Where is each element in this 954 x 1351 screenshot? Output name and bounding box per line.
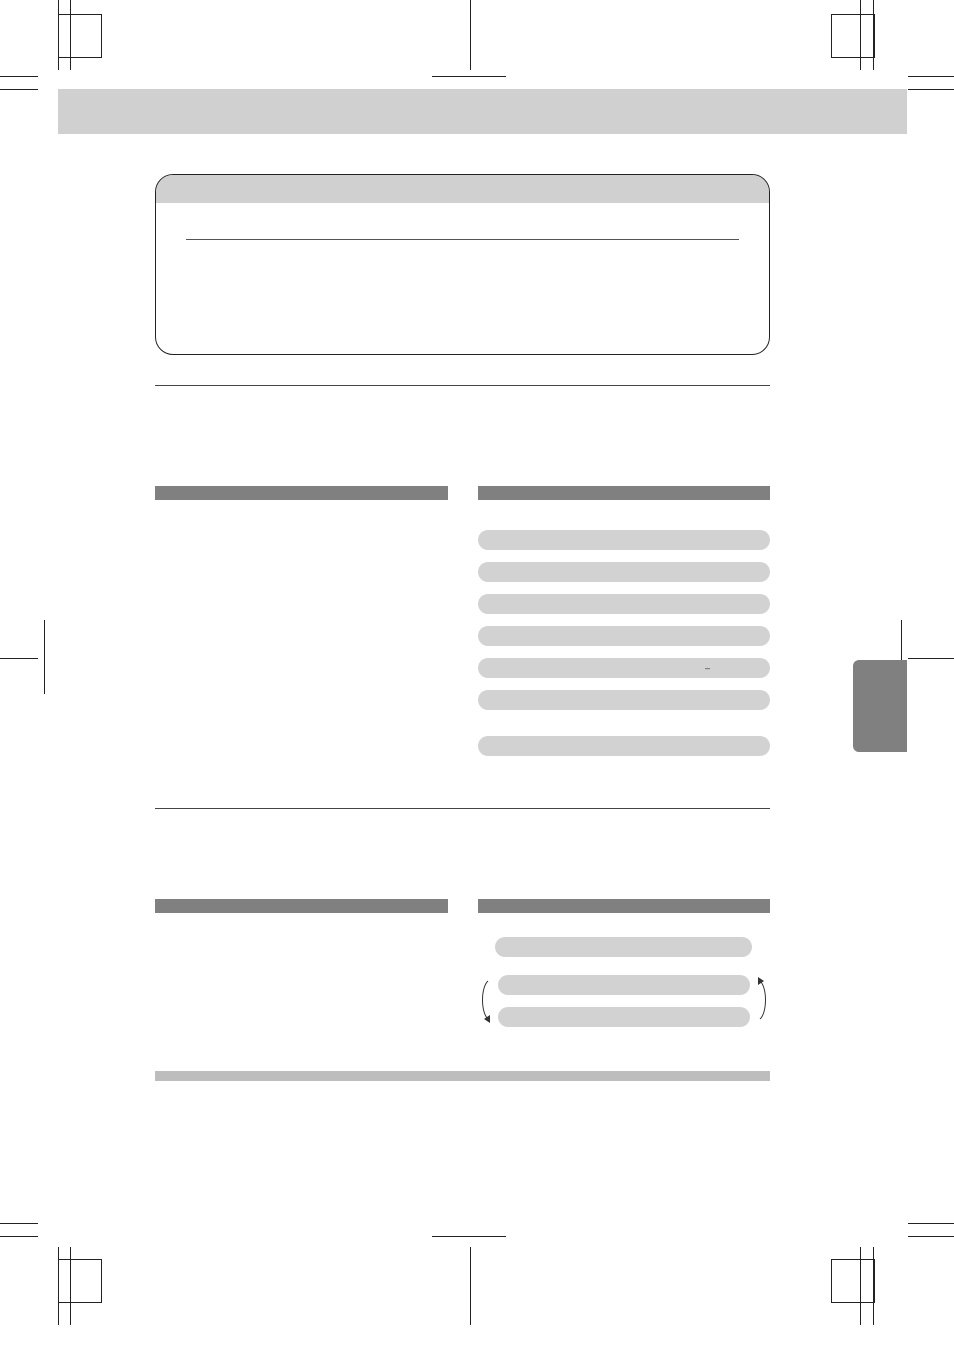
- crop-mark: [0, 658, 38, 659]
- crop-mark: [908, 658, 954, 659]
- section-bar: [155, 486, 448, 500]
- section-thumb-tab: [853, 660, 907, 752]
- crop-mark: [0, 76, 38, 77]
- section-a-right: –: [478, 486, 771, 768]
- crop-mark: [44, 620, 45, 694]
- page-header-strip: [58, 89, 907, 134]
- display-pill: [478, 530, 771, 550]
- section-b-right: [478, 899, 771, 1039]
- crop-mark: [432, 1236, 506, 1237]
- page-content: –: [155, 174, 770, 1081]
- crop-mark: [908, 1223, 954, 1224]
- info-panel: [155, 174, 770, 355]
- crop-mark: [908, 89, 954, 90]
- crop-mark: [0, 1223, 38, 1224]
- display-pill: [478, 736, 771, 756]
- crop-mark: [0, 89, 38, 90]
- crop-mark: [470, 0, 471, 70]
- section-a: –: [155, 486, 770, 768]
- crop-mark: [0, 1236, 38, 1237]
- display-pill: –: [478, 658, 771, 678]
- display-pill: [495, 937, 752, 957]
- display-pill: [498, 1007, 751, 1027]
- crop-mark: [908, 76, 954, 77]
- cycle-arrow-left-icon: [478, 975, 496, 1025]
- crop-mark: [58, 1259, 102, 1303]
- section-b: [155, 899, 770, 1039]
- pill-group-a2: [478, 736, 771, 756]
- crop-mark: [432, 76, 506, 77]
- crop-mark: [908, 1236, 954, 1237]
- section-bottom-bar: [155, 1071, 770, 1081]
- section-bar: [478, 899, 771, 913]
- crop-mark: [58, 14, 102, 58]
- cycle-group: [498, 975, 751, 1027]
- info-panel-header: [156, 175, 769, 203]
- display-pill: [478, 594, 771, 614]
- crop-mark: [470, 1247, 471, 1325]
- section-a-left: [155, 486, 448, 768]
- info-panel-body: [156, 203, 769, 354]
- crop-mark: [831, 1259, 875, 1303]
- cycle-arrow-right-icon: [752, 975, 770, 1025]
- display-pill: [478, 690, 771, 710]
- section-bar: [478, 486, 771, 500]
- section-bar: [155, 899, 448, 913]
- pill-glyph: –: [705, 663, 710, 673]
- display-pill: [498, 975, 751, 995]
- pill-group-a1: –: [478, 530, 771, 710]
- crop-mark: [831, 14, 875, 58]
- section-b-left: [155, 899, 448, 1039]
- display-pill: [478, 562, 771, 582]
- display-pill: [478, 626, 771, 646]
